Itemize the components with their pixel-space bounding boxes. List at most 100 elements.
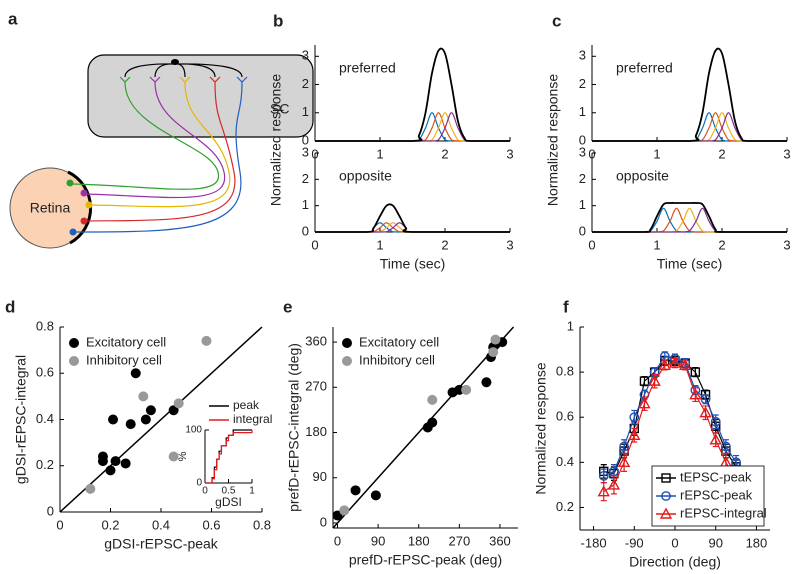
y-tick-label: 0.6 xyxy=(556,409,574,424)
legend-marker xyxy=(342,338,352,348)
cell xyxy=(80,217,88,225)
marker xyxy=(639,376,650,386)
point xyxy=(125,419,136,430)
y-tick-label: 3 xyxy=(579,48,586,63)
legend-label: tEPSC-peak xyxy=(680,469,752,484)
x-tick-label: 0 xyxy=(334,533,341,548)
point xyxy=(105,465,116,476)
x-tick-label: -90 xyxy=(625,535,644,550)
y-tick-label: 2 xyxy=(302,171,309,186)
annotation: preferred xyxy=(616,60,673,76)
y-tick-label: 270 xyxy=(305,379,327,394)
y-tick-label: 1 xyxy=(579,104,586,119)
line xyxy=(591,112,787,142)
point xyxy=(350,485,361,496)
point xyxy=(481,377,492,388)
panel-label: b xyxy=(273,11,283,30)
x-tick-label: 0 xyxy=(588,237,595,252)
y-tick-label: 360 xyxy=(305,334,327,349)
error-bar xyxy=(692,367,699,378)
x-tick-label: 2 xyxy=(718,146,725,161)
chart: 0 90 180 270 360 0 90 180 270 360 e prefD-rEPSC-pea… xyxy=(283,297,518,568)
marker xyxy=(598,470,609,481)
sc-box xyxy=(87,54,314,138)
y-tick-label: 3 xyxy=(302,144,309,159)
line xyxy=(591,112,787,142)
axon xyxy=(83,76,226,199)
x-axis-label: gDSI-rEPSC-peak xyxy=(104,536,219,552)
x-axis-label: Direction (deg) xyxy=(629,554,721,570)
y-tick-label: 0.6 xyxy=(36,365,54,380)
annotation: opposite xyxy=(616,168,669,184)
line xyxy=(591,112,787,142)
y-tick-label: 0.4 xyxy=(36,411,54,426)
y-tick-label: 3 xyxy=(579,144,586,159)
y-axis-label: % xyxy=(177,451,189,461)
chart: 0 1 2 3 0 1 2 3 opposite Time (sec) xyxy=(579,144,791,271)
x-tick-label: 180 xyxy=(408,533,430,548)
chart: 01230123cpreferredNormalized response xyxy=(545,11,791,206)
panel-label: c xyxy=(552,11,561,30)
marker xyxy=(597,485,610,497)
point xyxy=(120,458,131,469)
x-tick-label: 0 xyxy=(202,486,208,497)
x-tick-label: 0.5 xyxy=(222,486,236,497)
x-tick-label: 0.8 xyxy=(253,517,271,532)
line xyxy=(314,112,510,142)
marker xyxy=(659,507,673,519)
line xyxy=(591,112,787,142)
diagram-a: a SC Retina xyxy=(8,9,314,249)
line xyxy=(591,47,787,142)
y-tick-label: 0 xyxy=(320,514,327,529)
legend-label: Excitatory cell xyxy=(86,334,166,349)
chart: 0 0.2 0.4 0.6 0.8 0 0.2 0.4 0.6 0.8 d gDSI-rEPSC-pe… xyxy=(5,297,271,551)
panel-label: f xyxy=(563,297,569,316)
annotation: opposite xyxy=(339,168,392,184)
point xyxy=(140,414,151,425)
legend-marker xyxy=(342,356,352,366)
panel-label: d xyxy=(5,297,15,316)
marker xyxy=(638,397,651,409)
retina-cells xyxy=(66,179,93,236)
marker xyxy=(690,367,701,377)
point xyxy=(370,490,381,501)
legend-label: rEPSC-integral xyxy=(680,505,767,520)
marker xyxy=(678,358,692,371)
marker xyxy=(648,374,661,386)
line xyxy=(314,47,510,142)
point xyxy=(490,334,501,345)
panel-label: e xyxy=(283,297,292,316)
point xyxy=(488,347,499,358)
point xyxy=(130,368,141,379)
x-tick-label: 360 xyxy=(489,533,511,548)
x-tick-label: 0 xyxy=(56,517,63,532)
marker xyxy=(689,388,702,400)
cell xyxy=(66,179,74,187)
x-tick-label: 0.4 xyxy=(152,517,170,532)
point xyxy=(110,456,121,467)
x-tick-label: 3 xyxy=(783,237,790,252)
marker xyxy=(699,406,712,418)
point xyxy=(427,417,438,428)
y-tick-label: 0 xyxy=(196,478,202,489)
point xyxy=(97,456,108,467)
y-tick-label: 0 xyxy=(579,223,586,238)
point xyxy=(201,335,212,346)
x-axis-label: prefD-rEPSC-peak (deg) xyxy=(349,552,502,568)
y-tick-label: 0.8 xyxy=(36,318,54,333)
line xyxy=(314,112,510,142)
annotation: preferred xyxy=(339,60,396,76)
marker xyxy=(619,441,630,452)
x-tick-label: -180 xyxy=(581,535,607,550)
y-tick-label: 3 xyxy=(302,48,309,63)
y-axis-label: Normalized response xyxy=(268,74,284,206)
line xyxy=(314,112,510,142)
line xyxy=(591,207,787,233)
axon xyxy=(83,76,236,222)
chart: -180 -90 0 90 180 0.2 0.4 0.6 0.8 1 f Direction (de… xyxy=(533,297,770,570)
line xyxy=(591,207,787,233)
x-tick-label: 2 xyxy=(718,237,725,252)
point xyxy=(427,394,438,405)
x-axis-label: Time (sec) xyxy=(657,256,723,272)
